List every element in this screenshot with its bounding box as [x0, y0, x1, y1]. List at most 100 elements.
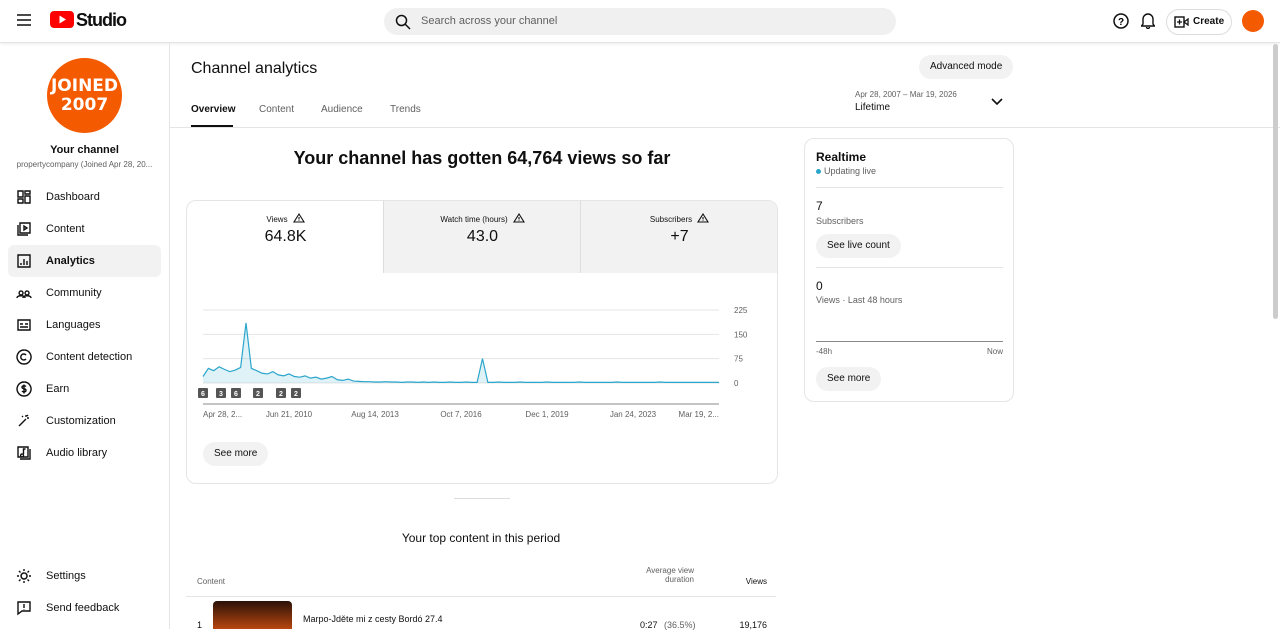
metric-value: +7: [670, 228, 689, 245]
views-label: Views · Last 48 hours: [816, 295, 903, 305]
tab[interactable]: Audience: [321, 104, 363, 115]
nav-item[interactable]: Content detection: [8, 341, 161, 373]
advanced-mode-button[interactable]: Advanced mode: [919, 55, 1014, 79]
search-placeholder: Search across your channel: [421, 15, 558, 27]
channel-avatar[interactable]: JOINED 2007: [47, 58, 122, 133]
divider: [816, 187, 1003, 188]
metric-label-text: Views: [266, 215, 288, 224]
overview-card: Views 64.8K Watch time (hours) 43.0 Subscrib…: [186, 200, 778, 484]
channel-title: Your channel: [50, 144, 119, 156]
nav-item[interactable]: Customization: [8, 405, 161, 437]
channel-subtitle: propertycompany (Joined Apr 28, 20...: [16, 160, 153, 169]
annotation-badge: [276, 388, 286, 398]
metric-value: 43.0: [466, 228, 499, 245]
nav-item[interactable]: Send feedback: [8, 592, 161, 624]
nav-icon: [17, 319, 31, 331]
x-tick-label: Mar 19, 2...: [679, 410, 719, 419]
tab[interactable]: Trends: [390, 104, 421, 115]
logo-text[interactable]: Studio: [76, 10, 127, 30]
y-tick-label: 75: [734, 355, 743, 364]
tab[interactable]: Overview: [191, 104, 236, 115]
nav-label: Dashboard: [46, 191, 100, 203]
metric-label[interactable]: Watch time (hours): [384, 212, 581, 224]
nav-item[interactable]: Audio library: [8, 437, 161, 469]
annotation-label: 3: [219, 391, 223, 398]
x-tick-label: Dec 1, 2019: [525, 410, 569, 419]
top-content-title: Your top content in this period: [401, 531, 561, 545]
realtime-see-more[interactable]: See more: [816, 367, 882, 391]
column-header: Views: [745, 577, 767, 586]
x-tick-label: Apr 28, 2...: [203, 410, 242, 419]
annotation-label: 6: [201, 391, 205, 398]
nav-icon: [16, 349, 32, 365]
nav-label: Customization: [46, 415, 116, 427]
page-title: Channel analytics: [191, 60, 318, 77]
nav-icon: [17, 569, 31, 583]
nav-item[interactable]: Settings: [8, 560, 161, 592]
nav-icon: [18, 414, 29, 427]
search-box[interactable]: Search across your channel: [384, 8, 896, 35]
nav-icon: [17, 601, 31, 616]
nav-label: Content detection: [46, 351, 133, 363]
nav-item[interactable]: Languages: [8, 309, 161, 341]
dropdown-icon[interactable]: [991, 98, 1003, 106]
nav-label: Audio library: [46, 447, 108, 459]
metric-label[interactable]: Subscribers: [581, 212, 777, 224]
account-avatar[interactable]: [1242, 10, 1264, 32]
help-icon[interactable]: ?: [1113, 13, 1129, 29]
menu-icon[interactable]: [17, 14, 31, 26]
metric-value: 64.8K: [264, 228, 307, 245]
metric-label[interactable]: Views: [187, 212, 384, 224]
nav-label: Settings: [46, 570, 86, 582]
section-divider: [454, 498, 510, 499]
logo-icon[interactable]: [50, 11, 74, 28]
notifications-icon[interactable]: [1141, 12, 1155, 29]
annotation-label: 2: [256, 391, 260, 398]
row-avd: 0:27: [640, 620, 658, 630]
live-count-button[interactable]: See live count: [816, 234, 901, 258]
x-tick-label: Oct 7, 2016: [440, 410, 482, 419]
views-value: 0: [816, 279, 823, 293]
realtime-card: Realtime Updating live 7 Subscribers See…: [804, 138, 1014, 402]
see-more-button[interactable]: See more: [203, 442, 269, 466]
headline: Your channel has gotten 64,764 views so …: [293, 148, 671, 168]
column-header: Average view duration: [646, 566, 694, 584]
date-period[interactable]: Lifetime: [855, 102, 891, 113]
create-button[interactable]: Create: [1166, 9, 1232, 35]
nav-item[interactable]: Content: [8, 213, 161, 245]
nav-label: Content: [46, 223, 85, 235]
nav-item[interactable]: Dashboard: [8, 181, 161, 213]
tab[interactable]: Content: [259, 104, 295, 115]
nav-label: Languages: [46, 319, 101, 331]
tab-divider: [170, 127, 1280, 128]
annotation-badge: [231, 388, 241, 398]
x-tick-label: Aug 14, 2013: [351, 410, 399, 419]
annotation-badge: [253, 388, 263, 398]
nav-item[interactable]: Community: [8, 277, 161, 309]
nav-label: Community: [46, 287, 102, 299]
avatar-line: 2007: [60, 95, 109, 115]
nav-label: Analytics: [46, 255, 95, 267]
warning-icon: [292, 212, 305, 223]
annotation-badge: [291, 388, 301, 398]
video-thumbnail[interactable]: [213, 601, 292, 629]
video-title[interactable]: Marpo-Jděte mi z cesty Bordó 27.4: [303, 614, 443, 624]
nav-icon: [17, 222, 31, 236]
scrollbar[interactable]: [1273, 44, 1278, 319]
nav-icon: [16, 290, 32, 299]
column-header: Content: [197, 577, 226, 586]
live-dot: [816, 169, 821, 174]
tab-indicator: [191, 125, 233, 127]
views-line: [202, 322, 719, 383]
nav-icon: [17, 254, 31, 268]
nav-item[interactable]: Analytics: [8, 245, 161, 277]
metric-divider: [383, 201, 384, 273]
metric-label-text: Subscribers: [649, 215, 693, 224]
date-range[interactable]: Apr 28, 2007 – Mar 19, 2026: [855, 90, 957, 99]
axis-label: Now: [986, 347, 1003, 356]
warning-icon: [697, 212, 710, 223]
nav-label: Earn: [46, 383, 70, 395]
nav-item[interactable]: Earn: [8, 373, 161, 405]
